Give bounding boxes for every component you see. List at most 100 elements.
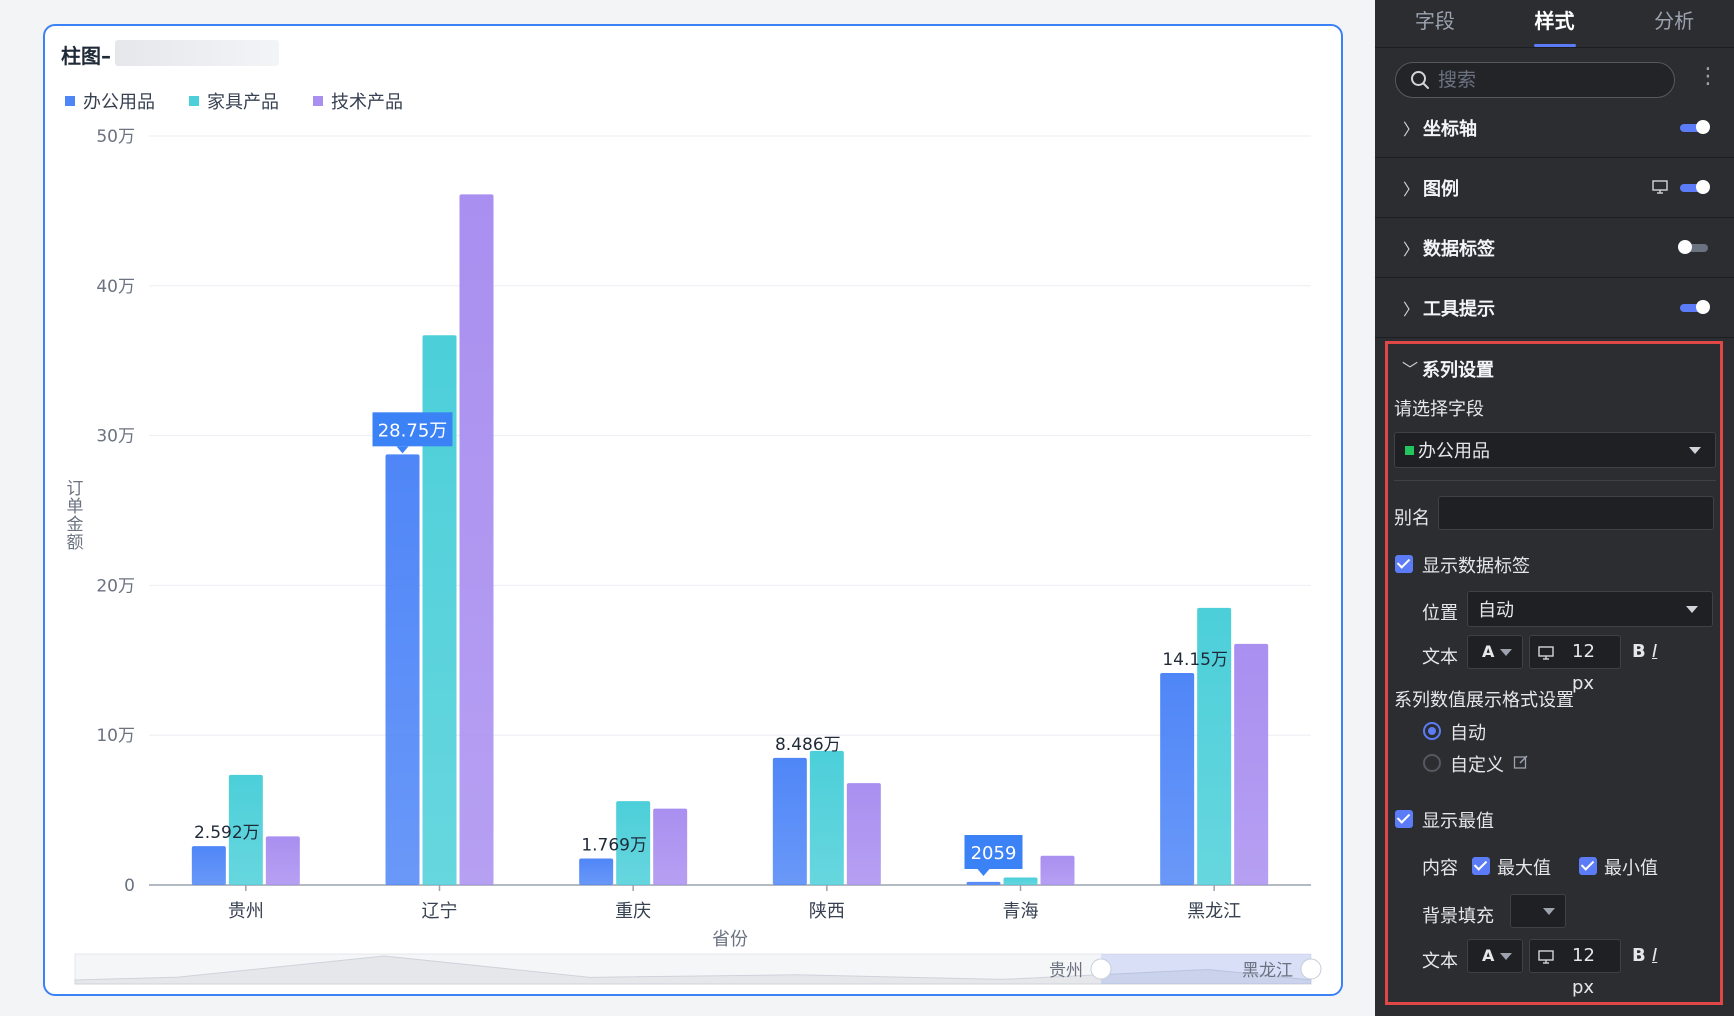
y-axis-title-char: 单 [67,497,84,517]
zoom-end-label: 黑龙江 [1242,961,1293,981]
font-size-value: 12 px [1572,945,1595,998]
chevron-right-icon: 〉 [1403,299,1420,319]
chart-card: 柱图– 办公用品 家具产品 技术产品 0 10万 20万 30万 40万 50万订单金额贵… [43,24,1343,996]
data-label-pointer [977,869,990,876]
field-select[interactable]: 办公用品 [1394,432,1716,468]
position-select[interactable]: 自动 [1467,591,1713,627]
bar-家具产品-青海 [1003,877,1038,885]
bar-技术产品-重庆 [653,808,688,885]
search-input[interactable] [1438,69,1658,91]
x-tick-label: 重庆 [615,901,651,922]
x-tick-label: 贵州 [228,901,264,922]
bold-button-2[interactable]: B [1632,945,1646,966]
y-axis-title-char: 额 [67,533,84,553]
legend-toggle[interactable] [1680,179,1710,194]
italic-button[interactable]: I [1652,641,1658,662]
bar-家具产品-贵州 [228,774,263,885]
italic-button-2[interactable]: I [1652,945,1658,966]
field-select-label: 请选择字段 [1394,399,1484,420]
search-icon [1411,71,1429,89]
show-data-label-checkbox[interactable] [1395,555,1413,573]
edit-icon[interactable] [1513,754,1529,770]
chart-title: 柱图– [61,44,111,68]
data-label: 1.769万 [581,836,647,856]
bg-fill-color-select[interactable] [1510,894,1566,928]
chevron-down-icon[interactable]: ﹀ [1402,360,1419,379]
format-settings-title: 系列数值展示格式设置 [1394,690,1574,711]
tab-analysis[interactable]: 分析 [1654,9,1695,33]
bold-button[interactable]: B [1632,641,1646,662]
field-color-swatch [1405,445,1414,455]
section-axis[interactable]: 〉 坐标轴 [1375,98,1734,158]
y-axis-title-char: 订 [67,479,84,499]
bar-技术产品-辽宁 [459,194,494,885]
more-options-icon[interactable]: ⋮ [1697,64,1719,89]
series-settings-title: 系列设置 [1422,360,1494,381]
section-tooltip[interactable]: 〉 工具提示 [1375,278,1734,338]
zoom-handle-end [1300,958,1322,980]
font-color-select[interactable]: A [1467,635,1523,669]
section-label: 工具提示 [1423,298,1495,320]
legend-swatch [65,96,75,106]
font-size-input[interactable]: 12 px [1529,635,1621,694]
y-tick-label: 10万 [96,726,135,746]
bg-fill-label: 背景填充 [1422,906,1494,927]
data-label: 8.486万 [775,735,841,755]
min-value-checkbox[interactable] [1579,857,1597,875]
legend-swatch [313,96,323,106]
section-label: 数据标签 [1423,238,1495,260]
legend-label: 办公用品 [83,92,155,113]
panel-tabs: 字段 样式 分析 [1375,0,1734,48]
font-color-select-2[interactable]: A [1467,939,1523,973]
bar-家具产品-辽宁 [422,335,457,885]
tooltip-toggle[interactable] [1680,299,1710,314]
min-value-label: 最小值 [1604,858,1658,879]
x-axis-title: 省份 [712,929,748,950]
section-legend[interactable]: 〉 图例 [1375,158,1734,218]
text-style-label: 文本 [1422,647,1458,668]
zoom-handle-start [1090,958,1112,980]
field-select-value: 办公用品 [1418,441,1490,462]
data-labels-toggle[interactable] [1678,239,1708,254]
position-value: 自动 [1478,600,1514,621]
font-glyph: A [1482,642,1495,661]
legend-item-office[interactable]: 办公用品 [65,88,155,114]
format-custom-radio[interactable] [1423,754,1441,772]
font-size-value: 12 px [1572,641,1595,694]
style-panel: 字段 样式 分析 ⋮ 〉 坐标轴 〉 图例 〉 数据标签 〉 工具提示 [1375,0,1734,1016]
bar-家具产品-陕西 [809,750,844,885]
legend-item-furniture[interactable]: 家具产品 [189,88,279,114]
chevron-down-icon [1689,447,1701,454]
format-auto-radio[interactable] [1423,722,1441,740]
monitor-icon [1538,646,1554,660]
format-auto-label: 自动 [1450,723,1486,744]
bar-家具产品-重庆 [616,801,651,885]
alias-input[interactable] [1438,496,1714,530]
data-label-badge [372,412,453,447]
y-tick-label: 50万 [96,127,135,147]
section-label: 坐标轴 [1423,118,1477,140]
x-tick-label: 黑龙江 [1187,901,1241,922]
monitor-icon [1538,950,1554,964]
y-tick-label: 0 [124,876,135,896]
section-data-labels[interactable]: 〉 数据标签 [1375,218,1734,278]
data-label: 2.592万 [194,823,260,843]
zoom-selection [1101,954,1311,984]
max-value-checkbox[interactable] [1472,857,1490,875]
data-label: 14.15万 [1162,650,1228,670]
show-extreme-checkbox[interactable] [1395,810,1413,828]
chevron-right-icon: 〉 [1403,239,1420,259]
chevron-right-icon: 〉 [1403,119,1420,139]
y-tick-label: 40万 [96,277,135,297]
monitor-icon[interactable] [1652,179,1668,195]
zoom-sparkline [74,955,1312,985]
show-extreme-label: 显示最值 [1422,811,1494,832]
bar-技术产品-陕西 [846,783,881,885]
tab-style[interactable]: 样式 [1495,0,1615,47]
tab-fields[interactable]: 字段 [1414,9,1455,33]
legend-item-tech[interactable]: 技术产品 [313,88,403,114]
axis-toggle[interactable] [1680,119,1710,134]
bar-技术产品-青海 [1040,855,1075,885]
font-size-input-2[interactable]: 12 px [1529,939,1621,998]
